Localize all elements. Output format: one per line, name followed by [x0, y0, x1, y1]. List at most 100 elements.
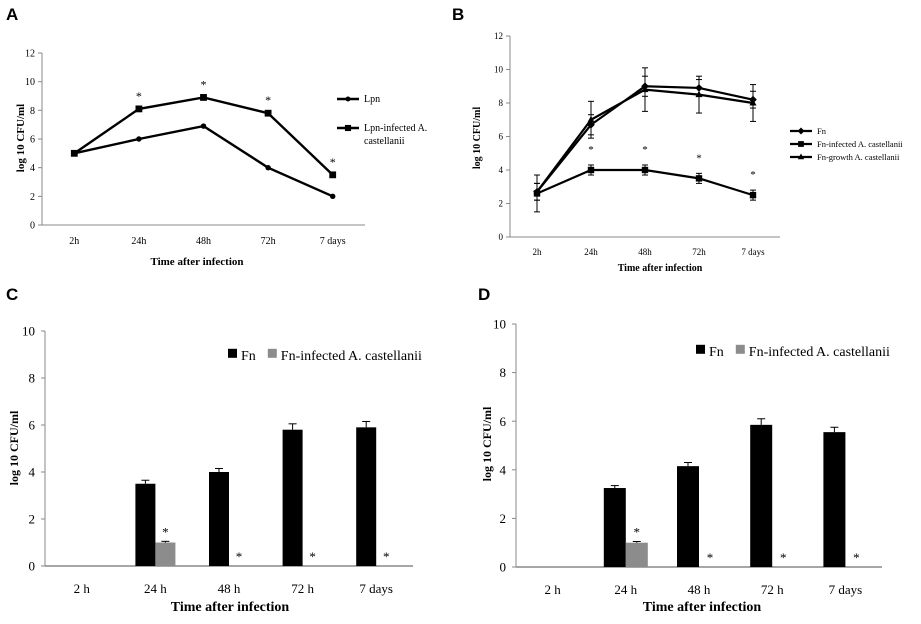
x-tick-label: 7 days [320, 236, 346, 247]
bar [209, 472, 229, 566]
panel-c-xlabel: Time after infection [171, 600, 290, 615]
significance-star: * [265, 93, 271, 107]
x-tick-label: 2 h [74, 581, 91, 596]
y-tick-label: 2 [500, 511, 507, 526]
x-tick-label: 2h [533, 247, 543, 257]
x-tick-label: 48 h [688, 582, 711, 597]
y-tick-label: 8 [29, 371, 36, 386]
y-tick-label: 4 [29, 465, 36, 480]
panel-c-plot: 0 2 4 6 8 10 2 h 24 h 48 h 72 h 7 days * * * * Fn Fn-inf… [22, 324, 422, 596]
y-tick-label: 2 [29, 512, 36, 527]
x-tick-label: 72h [261, 236, 276, 247]
panel-d-plot: 0 2 4 6 8 10 2 h 24 h 48 h 72 h 7 days * * * * Fn Fn-inf… [493, 317, 890, 597]
series-line [73, 96, 334, 176]
data-point [749, 99, 757, 106]
y-tick-label: 4 [30, 163, 35, 174]
panel-a-xlabel: Time after infection [150, 256, 243, 268]
panel-c-letter: C [6, 285, 18, 304]
y-tick-label: 0 [499, 232, 504, 242]
y-tick-label: 10 [22, 324, 35, 339]
x-tick-label: 7 days [741, 247, 765, 257]
x-tick-label: 7 days [829, 582, 863, 597]
panel-a-ylabel: log 10 CFU/ml [15, 104, 27, 172]
significance-star: * [136, 89, 142, 103]
legend-label: Fn-infected A. castellanii [281, 349, 422, 364]
panel-a-letter: A [6, 5, 18, 24]
legend-label: Fn [241, 349, 256, 364]
bar [625, 542, 648, 567]
y-tick-label: 6 [30, 135, 35, 146]
x-tick-label: 24 h [614, 582, 637, 597]
legend-swatch [735, 344, 745, 354]
panel-d-ylabel: log 10 CFU/ml [480, 406, 494, 481]
panel-a-plot: 0 2 4 6 8 10 12 2h 24h 48h 72h 7 days * * * * Lpn Lpn-inf… [25, 49, 427, 248]
panel-b-ylabel: log 10 CFU/ml [472, 107, 483, 169]
panel-d-xlabel: Time after infection [643, 600, 762, 615]
panel-d-letter: D [478, 285, 490, 304]
x-tick-label: 24 h [144, 581, 167, 596]
data-point [749, 191, 757, 199]
legend-swatch [228, 348, 237, 358]
legend-label: Fn-growth A. castellanii [817, 152, 900, 162]
significance-star: * [201, 77, 207, 91]
x-tick-label: 48h [196, 236, 211, 247]
y-tick-label: 4 [500, 462, 507, 477]
panel-b: B log 10 CFU/ml Time after infection 024… [452, 5, 903, 274]
bar [155, 542, 176, 566]
y-tick-label: 4 [499, 165, 504, 175]
legend-swatch [696, 344, 705, 354]
panel-b-xlabel: Time after infection [618, 263, 703, 274]
data-point [587, 166, 595, 174]
y-tick-label: 2 [499, 199, 504, 209]
data-point [136, 136, 142, 142]
data-point [200, 94, 207, 101]
bar [282, 429, 303, 566]
y-tick-label: 6 [29, 418, 36, 433]
bar [603, 488, 626, 567]
y-tick-label: 6 [500, 414, 507, 429]
bar [750, 424, 773, 567]
data-point [135, 105, 143, 113]
significance-star: * [330, 155, 336, 169]
y-tick-label: 6 [499, 132, 504, 142]
significance-star: * [750, 169, 756, 181]
data-point [533, 187, 541, 195]
bar [135, 483, 156, 566]
data-point [329, 171, 337, 179]
x-tick-label: 72 h [761, 582, 784, 597]
legend-label: Fn-infected A. castellanii [749, 345, 890, 360]
y-tick-label: 8 [500, 365, 507, 380]
significance-star: * [236, 549, 243, 564]
x-tick-label: 72h [692, 247, 706, 257]
data-point [200, 123, 207, 129]
panel-a: A log 10 CFU/ml Time after infection 0 24… [6, 5, 427, 268]
bar [677, 466, 699, 567]
legend-marker [344, 124, 352, 132]
y-tick-label: 12 [25, 49, 35, 60]
data-point [695, 175, 703, 182]
y-tick-label: 10 [493, 317, 506, 332]
x-tick-label: 2 h [544, 582, 561, 597]
x-tick-label: 72 h [291, 581, 314, 596]
data-point [265, 164, 271, 171]
panel-b-plot: 0 2 4 6 8 10 12 2h 24h 48h 72h 7 days * * * * Fn Fn-infec… [494, 31, 903, 257]
data-point [695, 90, 703, 98]
y-tick-label: 8 [30, 106, 35, 117]
y-tick-label: 0 [500, 560, 507, 575]
legend-label: Lpn [364, 94, 380, 105]
legend-label: Fn [709, 345, 724, 360]
y-tick-label: 10 [25, 77, 35, 88]
legend-label: Fn-infected A. castellanii [817, 139, 903, 149]
significance-star: * [780, 550, 787, 565]
data-point [641, 166, 649, 174]
data-point [587, 115, 595, 123]
x-tick-label: 48 h [218, 581, 241, 596]
significance-star: * [162, 524, 169, 539]
data-point [329, 193, 336, 200]
significance-star: * [707, 550, 714, 565]
y-tick-label: 0 [30, 221, 35, 232]
x-tick-label: 24h [131, 236, 146, 247]
significance-star: * [853, 550, 860, 565]
significance-star: * [309, 549, 316, 564]
